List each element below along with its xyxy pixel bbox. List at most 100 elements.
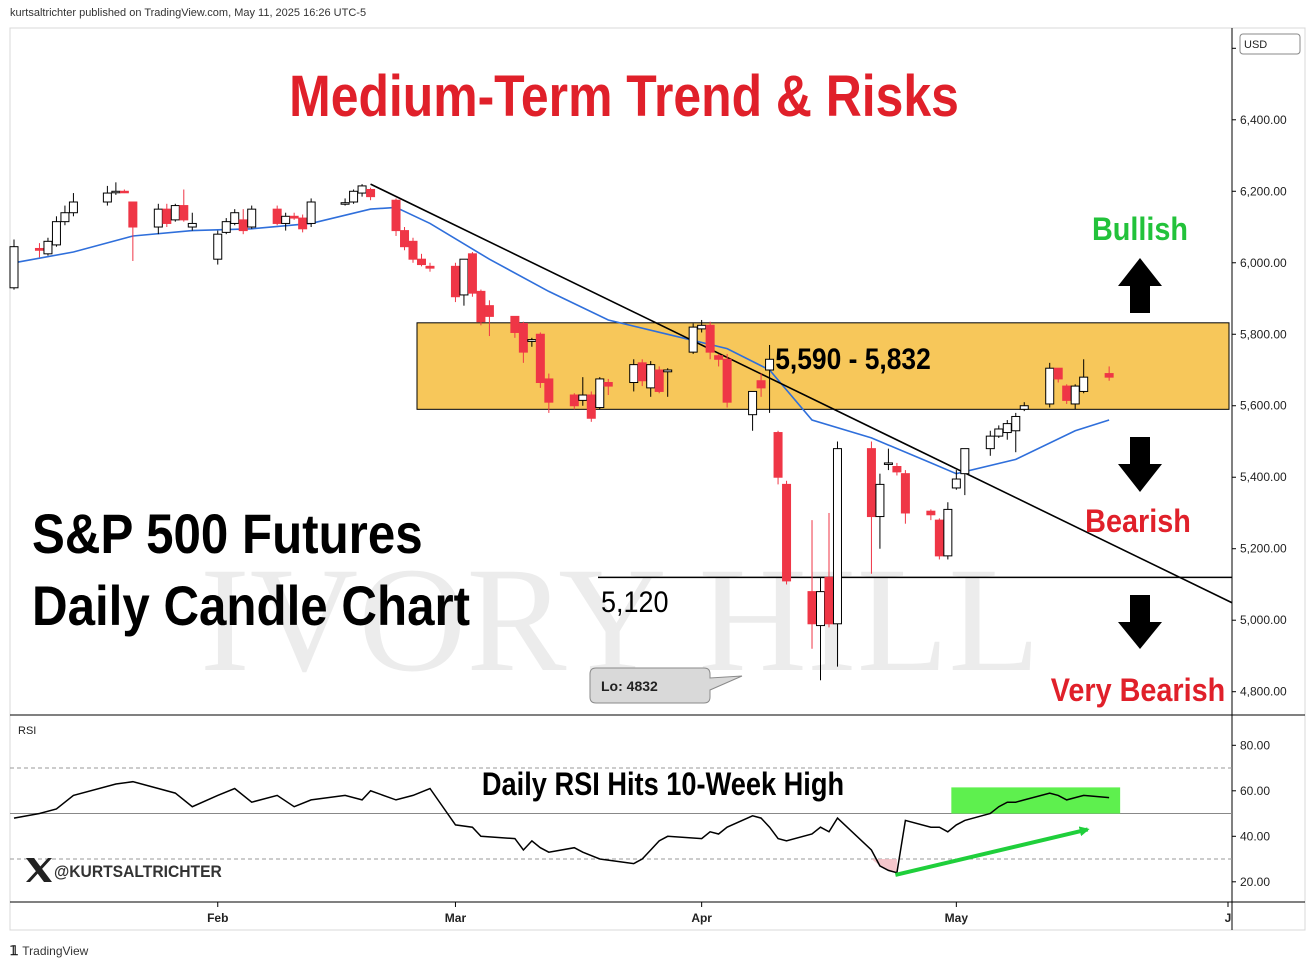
candle <box>586 391 596 422</box>
rsi-trend-arrow <box>894 826 1090 877</box>
candle <box>34 243 44 258</box>
low-callout: Lo: 4832 <box>589 667 743 704</box>
candle-body <box>603 382 613 387</box>
candle <box>484 300 494 337</box>
candle <box>748 390 758 431</box>
candle-body <box>637 362 647 382</box>
chart-frame <box>9 27 1306 931</box>
candle-body <box>1053 367 1063 380</box>
candle-body <box>883 462 893 465</box>
candle <box>705 321 715 360</box>
candle-body <box>1019 405 1029 410</box>
rsi-tick-label: 80.00 <box>1240 738 1270 752</box>
candle-body <box>111 190 121 194</box>
candle-body <box>985 435 995 450</box>
candle-body <box>629 364 639 384</box>
candle-body <box>179 205 189 221</box>
up-arrow-icon <box>1118 258 1162 313</box>
time-axis[interactable]: Feb Mar Apr May J <box>207 902 1231 925</box>
tradingview-logo-icon: 𝟙 <box>10 943 19 958</box>
candle-body <box>663 369 673 373</box>
candle-body <box>340 202 350 205</box>
candle-body <box>807 591 817 625</box>
candle <box>366 187 376 201</box>
candle <box>782 480 792 585</box>
down-arrow-icon <box>1118 595 1162 649</box>
candle-body <box>459 258 469 296</box>
candle <box>306 198 316 228</box>
candle <box>1079 359 1089 394</box>
footer: 𝟙 TradingView <box>10 943 88 959</box>
candle-body <box>247 208 257 228</box>
candle-body <box>416 258 426 266</box>
candle <box>1070 384 1080 410</box>
candle <box>476 289 486 326</box>
zone-label: 5,590 - 5,832 <box>775 341 931 375</box>
footer-brand[interactable]: TradingView <box>22 944 89 958</box>
candle <box>179 189 189 222</box>
candle <box>544 373 554 413</box>
bearish-label: Bearish <box>1085 504 1191 540</box>
candle <box>934 518 944 560</box>
candle-body <box>230 212 240 224</box>
price-axis[interactable]: 6,600.006,400.006,200.006,000.005,800.00… <box>1232 41 1287 889</box>
candle <box>51 216 61 247</box>
candle <box>943 502 953 560</box>
candle <box>1045 362 1055 408</box>
time-tick-label: May <box>945 911 969 925</box>
candle-body <box>60 212 70 223</box>
rsi-line <box>13 780 1110 874</box>
candle <box>349 189 359 204</box>
candle-body <box>951 478 961 489</box>
candle-body <box>467 253 477 294</box>
subtitle-line-1: S&P 500 Futures <box>32 503 423 566</box>
candle <box>1053 367 1063 383</box>
candle-body <box>128 201 138 228</box>
candle <box>221 218 231 235</box>
candle-body <box>595 378 605 409</box>
candle-body <box>934 519 944 557</box>
candle <box>892 462 902 476</box>
candle-body <box>450 265 460 298</box>
handle-watermark: @KURTSALTRICHTER <box>54 862 222 881</box>
candle-body <box>926 510 936 516</box>
candle <box>832 441 842 667</box>
price-tick-label: 6,400.00 <box>1240 113 1287 127</box>
candle <box>535 332 545 388</box>
candle <box>281 212 291 231</box>
candle-body <box>238 219 248 232</box>
time-tick-label: Feb <box>207 911 228 925</box>
candle <box>595 377 605 410</box>
price-tick-label: 5,400.00 <box>1240 470 1287 484</box>
candle-body <box>298 217 308 230</box>
candle <box>102 185 112 206</box>
price-tick-label: 5,000.00 <box>1240 613 1287 627</box>
rsi-label: RSI <box>18 725 36 737</box>
candle <box>111 182 121 195</box>
candle-body <box>535 333 545 384</box>
candle <box>688 323 698 354</box>
candle <box>400 227 410 251</box>
candle <box>238 209 248 235</box>
candle <box>1104 366 1114 381</box>
candle-body <box>748 390 758 416</box>
price-tick-label: 5,200.00 <box>1240 542 1287 556</box>
candle-body <box>1011 415 1021 432</box>
very-bearish-label: Very Bearish <box>1051 673 1226 709</box>
candle <box>357 184 367 197</box>
candle <box>994 425 1004 438</box>
candle-body <box>943 508 953 557</box>
price-tick-label: 5,600.00 <box>1240 399 1287 413</box>
candle-body <box>102 192 112 203</box>
candle-body <box>68 201 78 214</box>
low-callout-label: Lo: 4832 <box>601 678 658 694</box>
candle-body <box>773 432 783 478</box>
candle <box>722 353 732 408</box>
candle <box>866 441 876 574</box>
candle-body <box>1079 376 1089 392</box>
candle <box>1011 412 1021 453</box>
currency-badge[interactable] <box>1239 33 1301 55</box>
candle-body <box>1104 373 1114 378</box>
candle-body <box>281 215 291 224</box>
candle-body <box>518 323 528 353</box>
